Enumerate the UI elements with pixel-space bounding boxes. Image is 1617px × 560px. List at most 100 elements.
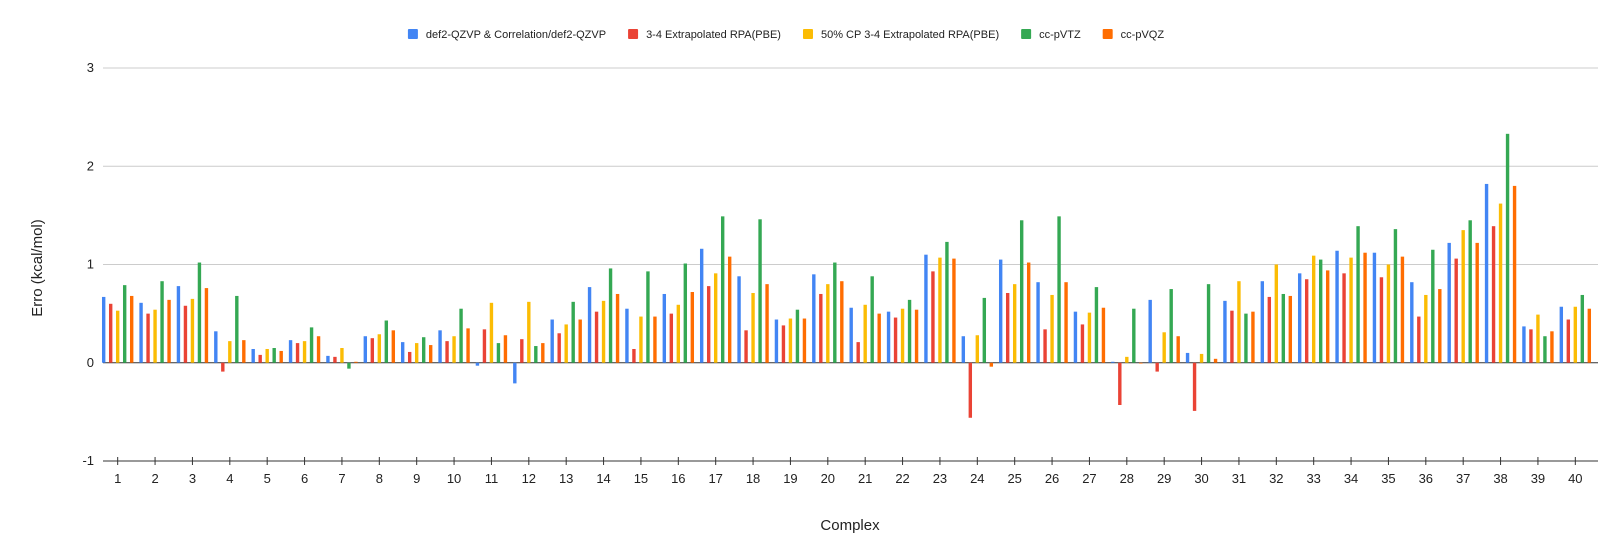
bar (571, 301, 575, 363)
bar (1580, 294, 1585, 363)
legend-item: cc-pVQZ (1102, 29, 1164, 41)
bar (1036, 282, 1040, 363)
bar (1318, 259, 1323, 363)
bar (340, 348, 344, 363)
bar (1342, 273, 1346, 363)
legend-item: def2-QZVP & Correlation/def2-QZVP (407, 29, 606, 41)
bar (907, 299, 912, 363)
bar (1587, 308, 1592, 363)
bar (812, 274, 816, 363)
bar (1251, 311, 1255, 363)
bar (1363, 252, 1367, 363)
x-tick-label: 2 (151, 471, 158, 486)
x-tick-label: 12 (522, 471, 536, 486)
legend-item: 50% CP 3-4 Extrapolated RPA(PBE) (802, 29, 999, 41)
bar (122, 285, 127, 363)
bar (557, 333, 561, 363)
bar (893, 317, 898, 363)
x-tick-label: 10 (447, 471, 461, 486)
x-tick-label: 18 (746, 471, 760, 486)
bar (197, 262, 202, 363)
y-tick-label: 0 (87, 355, 94, 370)
bar (900, 308, 905, 363)
x-axis: 1 2 3 4 5 6 7 8 9 10 11 12 13 14 15 16 17 18 19 20 21 22 23 24 2… (103, 457, 1598, 486)
bar (1372, 252, 1377, 363)
bar (1475, 242, 1479, 363)
bar (1230, 310, 1234, 363)
bar (1087, 312, 1092, 363)
bar (377, 334, 382, 363)
x-tick-label: 36 (1419, 471, 1433, 486)
x-tick-label: 25 (1007, 471, 1021, 486)
y-tick-label: -1 (82, 453, 94, 468)
bar (407, 351, 412, 363)
bar (1237, 281, 1241, 363)
bar (459, 308, 463, 363)
legend-label: def2-QZVP & Correlation/def2-QZVP (426, 29, 606, 41)
bar (1073, 311, 1078, 363)
x-tick-label: 11 (485, 471, 499, 486)
bar (391, 330, 396, 363)
legend-swatch (407, 29, 418, 39)
bar (466, 328, 470, 363)
bar (414, 343, 419, 363)
bar (333, 356, 337, 363)
bar (706, 286, 711, 363)
bar (1288, 295, 1293, 363)
x-tick-label: 17 (708, 471, 722, 486)
bar (384, 320, 389, 363)
bar (1050, 294, 1054, 363)
bar (587, 287, 592, 363)
bar (1566, 319, 1571, 363)
bar (751, 292, 755, 363)
bar (309, 327, 314, 363)
bar (541, 343, 545, 363)
bar (840, 281, 844, 363)
bar (214, 331, 218, 363)
bar (802, 318, 807, 363)
bar (914, 309, 919, 363)
bar (713, 273, 718, 363)
bar (737, 276, 741, 363)
bar (1325, 270, 1330, 363)
bar (594, 311, 599, 363)
bar (1447, 242, 1451, 363)
bar (1468, 220, 1472, 363)
bar (204, 288, 209, 363)
bar (669, 313, 674, 363)
bar (720, 216, 725, 363)
x-tick-label: 28 (1120, 471, 1134, 486)
bar (826, 284, 830, 363)
bar (1559, 306, 1564, 363)
y-axis-title: Erro (kcal/mol) (29, 219, 46, 317)
bar (564, 324, 568, 363)
x-tick-label: 20 (821, 471, 835, 486)
bar (167, 299, 171, 363)
bar (982, 297, 987, 363)
x-tick-label: 3 (189, 471, 196, 486)
bar (931, 271, 935, 363)
bar (945, 241, 949, 363)
x-tick-label: 29 (1157, 471, 1171, 486)
x-tick-label: 27 (1082, 471, 1096, 486)
bar (886, 311, 891, 363)
bar (781, 325, 786, 363)
bar (646, 271, 650, 363)
bar (1304, 279, 1309, 363)
bar (578, 319, 582, 363)
bar (1379, 277, 1384, 363)
bar (833, 262, 837, 363)
bar (242, 340, 246, 363)
bar (503, 335, 508, 363)
bar (190, 298, 195, 363)
x-tick-label: 31 (1232, 471, 1246, 486)
bar (1424, 294, 1428, 363)
bar (632, 348, 636, 363)
bar (662, 293, 667, 363)
bars (101, 133, 1592, 418)
x-tick-label: 9 (413, 471, 420, 486)
bar (363, 336, 368, 363)
bar (160, 281, 164, 363)
bar (1260, 281, 1265, 363)
